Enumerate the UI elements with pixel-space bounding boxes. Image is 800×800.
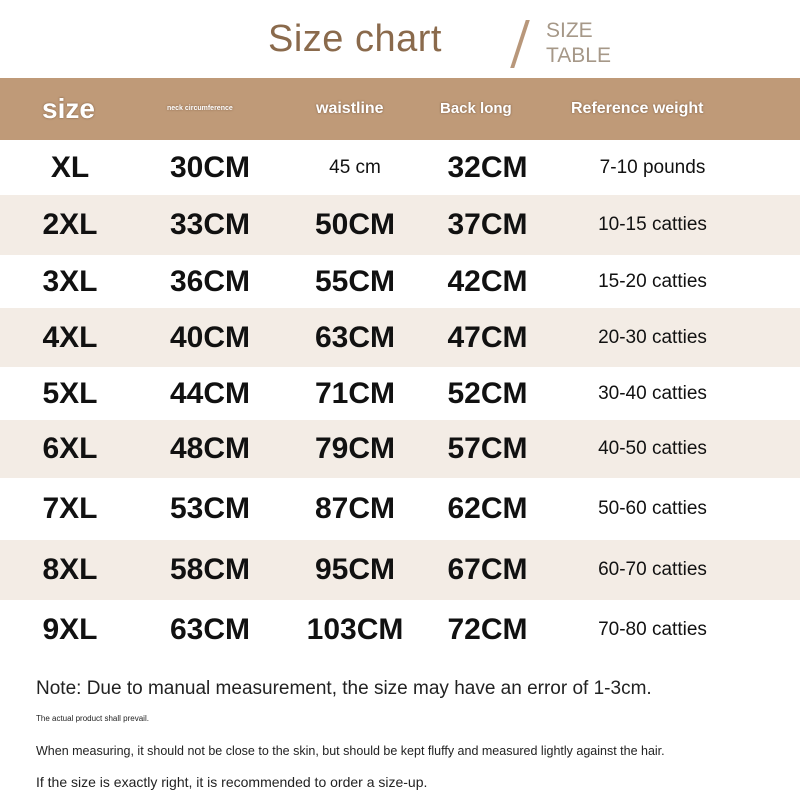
waist-cell: 63CM [314, 320, 396, 354]
waist-cell: 103CM [306, 613, 404, 646]
header-waistline: waistline [316, 100, 384, 117]
waist-cell: 87CM [314, 492, 396, 525]
waist-cell: 79CM [314, 432, 396, 465]
table-row: 8XL 58CM 95CM 67CM 60-70 catties [0, 540, 800, 600]
weight-cell: 30-40 catties [598, 382, 707, 404]
neck-cell: 30CM [169, 150, 251, 184]
back-cell: 42CM [447, 264, 528, 298]
waist-cell: 45 cm [329, 156, 381, 178]
size-cell: 2XL [42, 208, 98, 241]
back-cell: 52CM [447, 376, 528, 410]
back-cell: 57CM [447, 432, 528, 465]
subtitle-line: SIZE [546, 19, 593, 42]
weight-cell: 7-10 pounds [599, 156, 706, 178]
size-cell: 7XL [42, 492, 98, 525]
weight-cell: 50-60 catties [598, 498, 707, 519]
size-cell: XL [50, 150, 90, 184]
back-cell: 72CM [447, 613, 528, 646]
weight-cell: 15-20 catties [598, 270, 707, 292]
weight-cell: 10-15 catties [598, 214, 707, 235]
neck-cell: 63CM [169, 613, 251, 646]
note-main: Note: Due to manual measurement, the siz… [36, 678, 652, 699]
subtitle-line: TABLE [546, 44, 611, 67]
neck-cell: 53CM [169, 492, 251, 525]
header-neck: neck circumference [167, 105, 233, 112]
size-cell: 6XL [42, 432, 98, 465]
table-row: 4XL 40CM 63CM 47CM 20-30 catties [0, 308, 800, 367]
back-cell: 32CM [447, 150, 528, 184]
back-cell: 67CM [447, 553, 528, 586]
table-row: 7XL 53CM 87CM 62CM 50-60 catties [0, 478, 800, 540]
table-row: 9XL 63CM 103CM 72CM 70-80 catties [0, 600, 800, 660]
neck-cell: 58CM [169, 553, 251, 586]
note-size-up: If the size is exactly right, it is reco… [36, 774, 428, 790]
size-cell: 3XL [42, 264, 98, 298]
subtitle: SIZE TABLE [546, 18, 611, 68]
neck-cell: 44CM [169, 376, 251, 410]
weight-cell: 70-80 catties [598, 619, 707, 640]
waist-cell: 95CM [314, 553, 396, 586]
waist-cell: 50CM [314, 208, 396, 241]
weight-cell: 20-30 catties [598, 326, 707, 348]
weight-cell: 60-70 catties [598, 559, 707, 580]
table-header: size neck circumference waistline Back l… [0, 78, 800, 140]
note-prevail: The actual product shall prevail. [36, 714, 149, 723]
neck-cell: 40CM [169, 320, 251, 354]
table-row: 6XL 48CM 79CM 57CM 40-50 catties [0, 420, 800, 478]
page-title: Size chart [268, 18, 442, 60]
back-cell: 37CM [447, 208, 528, 241]
back-cell: 47CM [447, 320, 528, 354]
neck-cell: 33CM [169, 208, 251, 241]
table-row: 2XL 33CM 50CM 37CM 10-15 catties [0, 195, 800, 255]
header-back-long: Back long [440, 100, 512, 117]
slash-divider [510, 20, 530, 68]
table-row: XL 30CM 45 cm 32CM 7-10 pounds [0, 140, 800, 195]
note-measuring: When measuring, it should not be close t… [36, 744, 665, 758]
header-size: size [42, 93, 95, 124]
neck-cell: 36CM [169, 264, 251, 298]
neck-cell: 48CM [169, 432, 251, 465]
weight-cell: 40-50 catties [598, 438, 707, 459]
table-row: 5XL 44CM 71CM 52CM 30-40 catties [0, 367, 800, 420]
size-cell: 8XL [42, 553, 98, 586]
header-weight: Reference weight [571, 100, 704, 117]
size-cell: 4XL [42, 320, 98, 354]
waist-cell: 71CM [314, 376, 396, 410]
table-row: 3XL 36CM 55CM 42CM 15-20 catties [0, 255, 800, 308]
back-cell: 62CM [447, 492, 528, 525]
size-cell: 9XL [42, 613, 98, 646]
size-cell: 5XL [42, 376, 98, 410]
waist-cell: 55CM [314, 264, 396, 298]
